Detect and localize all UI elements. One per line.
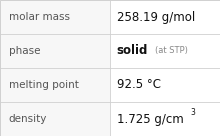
Bar (110, 0, 220, 34)
Text: density: density (9, 114, 47, 124)
Text: molar mass: molar mass (9, 12, 70, 22)
Text: phase: phase (9, 46, 40, 56)
Bar (0, 68, 110, 102)
Bar (0, 34, 110, 68)
Bar (110, 68, 220, 102)
Bar (0, 0, 110, 34)
Bar (110, 102, 220, 136)
Text: melting point: melting point (9, 80, 79, 90)
Text: solid: solid (117, 44, 148, 58)
Text: 3: 3 (190, 108, 195, 117)
Bar (110, 34, 220, 68)
Text: 258.19 g/mol: 258.19 g/mol (117, 10, 195, 24)
Bar (0, 102, 110, 136)
Text: 1.725 g/cm: 1.725 g/cm (117, 112, 183, 126)
Text: (at STP): (at STP) (155, 47, 188, 55)
Text: 92.5 °C: 92.5 °C (117, 78, 161, 92)
